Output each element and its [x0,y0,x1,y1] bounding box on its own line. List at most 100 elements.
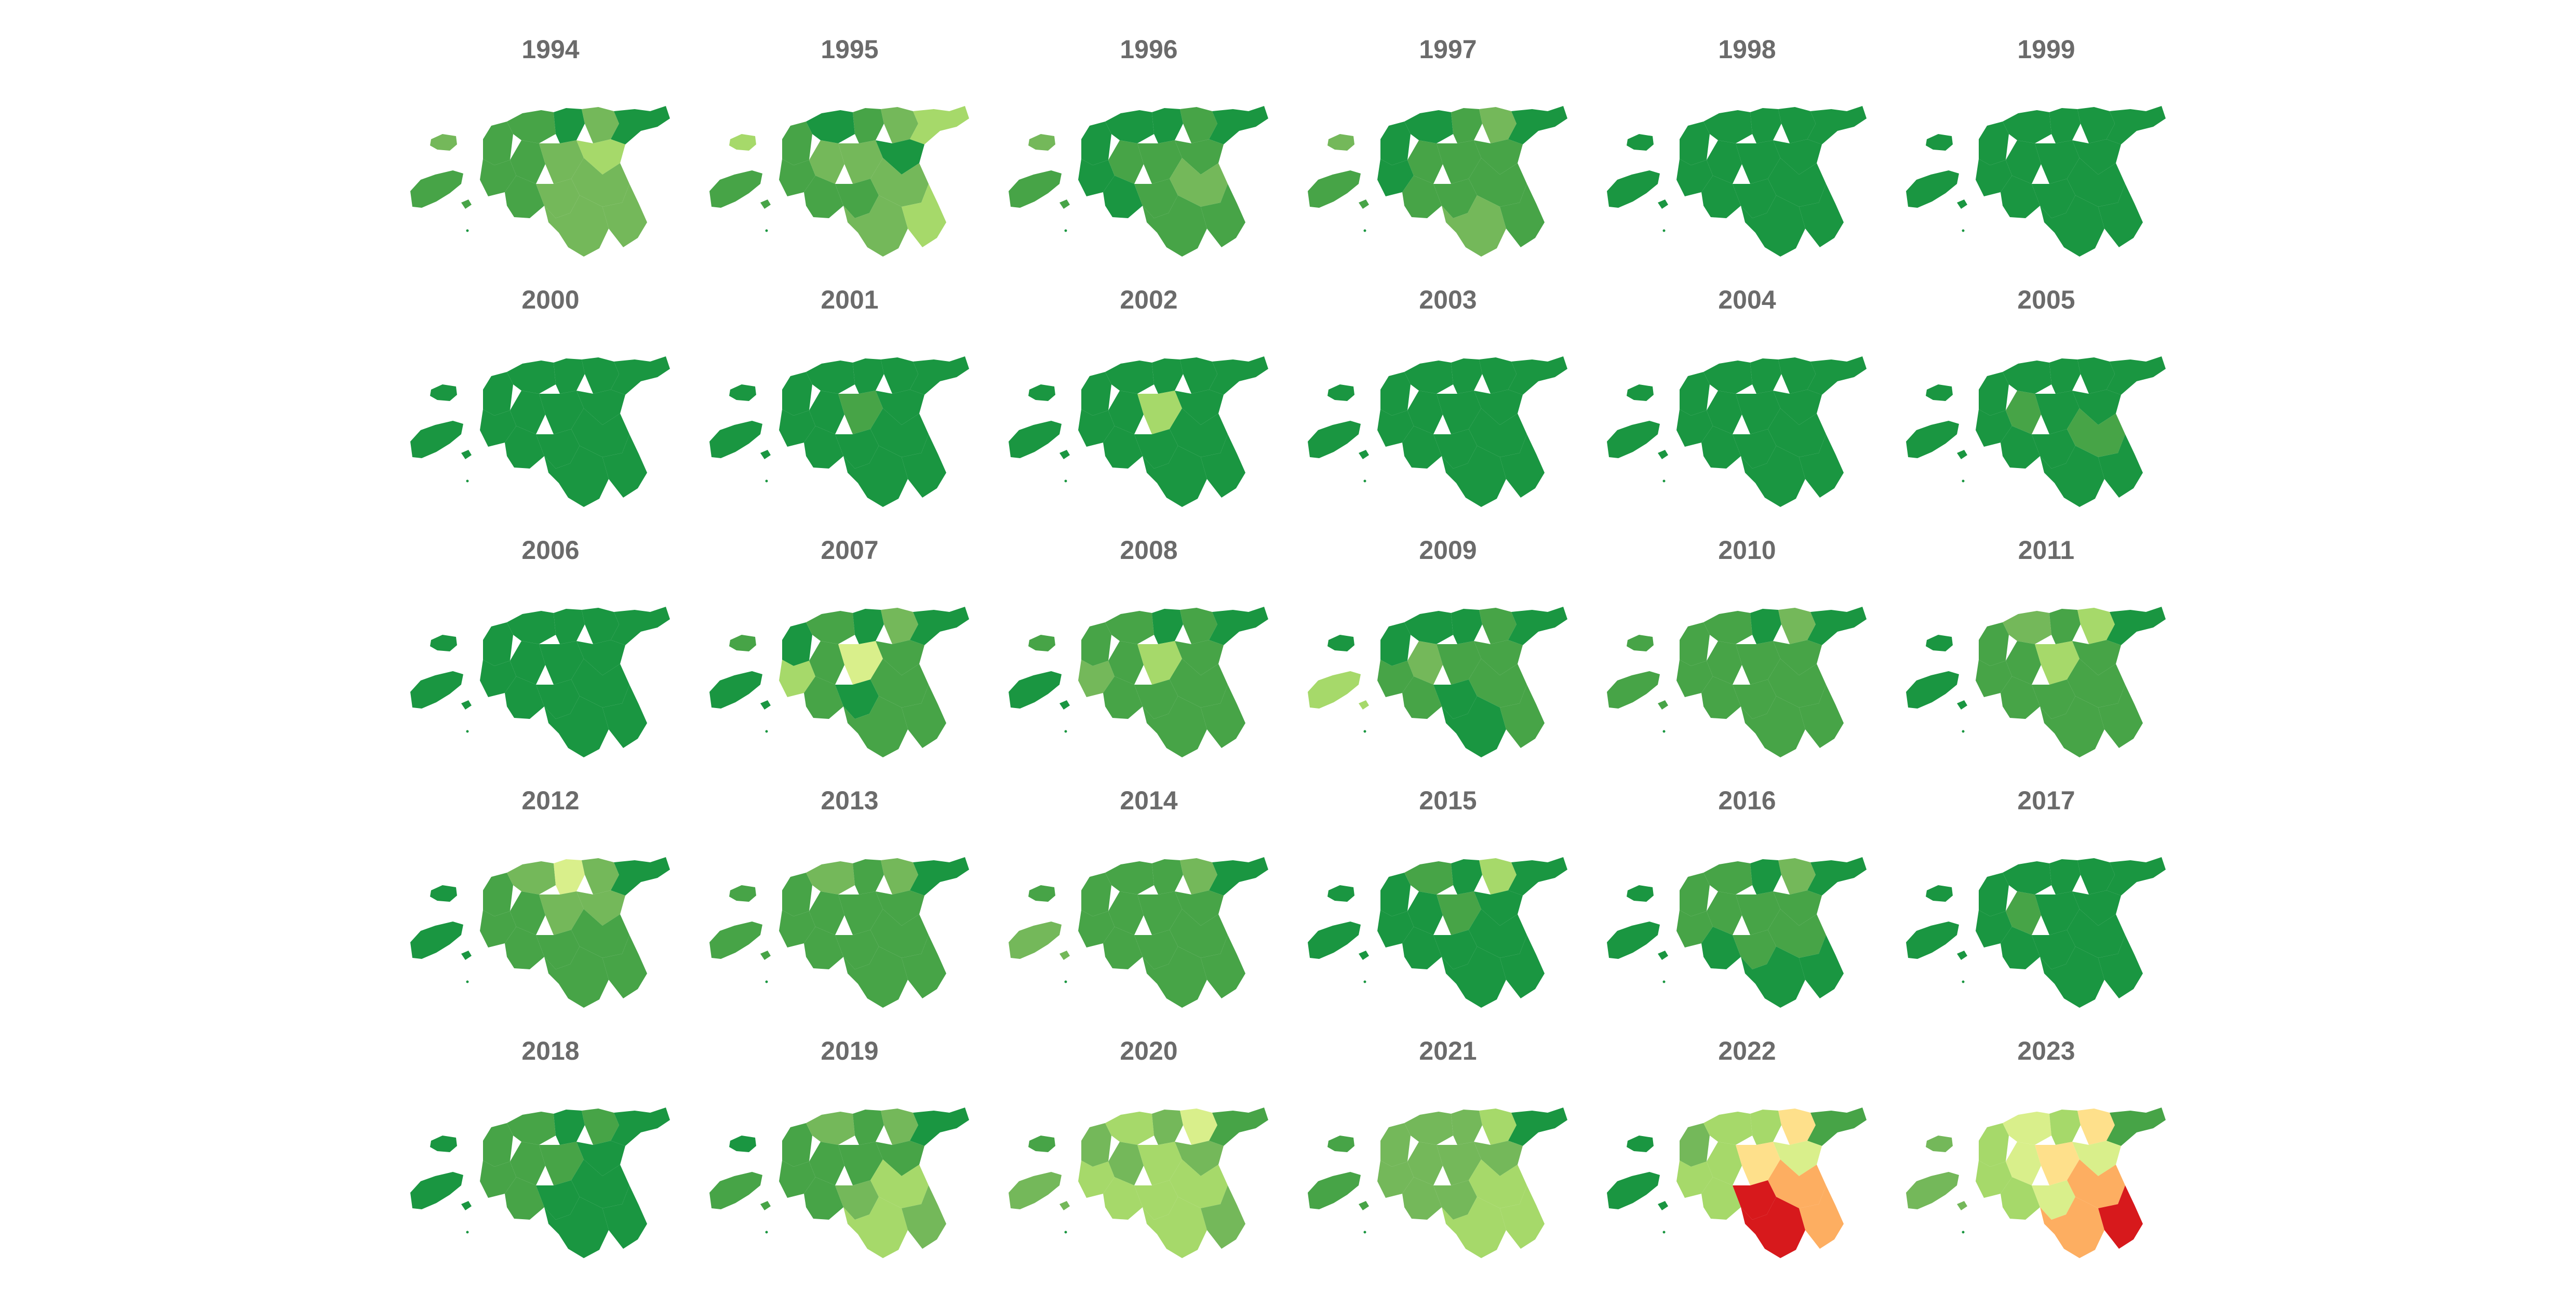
region-central-w [1707,641,1742,685]
region-central [1437,1142,1481,1185]
region-central-e [1773,890,1822,926]
panel-year-label: 2016 [1718,786,1776,815]
region-ne [1807,607,1867,645]
region-west [480,409,516,447]
region-west [1676,1160,1713,1198]
region-islands-large [1906,170,1967,209]
region-islands-small [1028,885,1055,902]
region-central-e [576,139,625,175]
region-far-se [1500,184,1545,247]
region-central-w [1108,140,1144,184]
region-nw [483,1123,513,1167]
region-central [1736,140,1780,184]
region-west [779,409,815,447]
region-ne [1209,607,1268,645]
map-panel-2000: 2000 [405,282,696,532]
region-se-north [870,1159,929,1208]
region-nw [1081,1123,1111,1167]
region-central [1437,891,1481,935]
region-sw [2001,676,2040,719]
region-se-north [1768,909,1826,958]
region-s-central [1733,179,1776,218]
panel-year-label: 2007 [821,536,879,565]
region-central [2035,1142,2079,1185]
choropleth-map [1906,1107,2166,1258]
region-se-north [870,659,929,708]
map-panel-2005: 2005 [1901,282,2192,532]
choropleth-map [1009,356,1268,507]
region-far-se [1799,434,1844,498]
region-islands-small [1028,635,1055,651]
region-central-w [1108,1142,1144,1185]
panel-year-label: 2009 [1419,536,1477,565]
region-s-central [1134,429,1178,469]
region-central-w [1707,140,1742,184]
region-se-south [2040,1197,2104,1258]
map-panel-1998: 1998 [1602,31,1893,282]
region-se-north [571,1159,629,1208]
map-panel-2013: 2013 [704,782,995,1033]
region-islands-small [729,384,756,401]
region-islands-small [1028,384,1055,401]
panel-year-label: 2015 [1419,786,1477,815]
region-islands-large [709,1172,771,1210]
region-north-e [881,608,918,644]
region-islands-small [729,134,756,151]
region-ne [910,106,969,144]
region-central-e [2072,640,2121,675]
region-north-c [853,108,884,143]
region-islands-small [1926,635,1953,651]
region-ne [1508,356,1567,395]
map-panel-2008: 2008 [1003,532,1294,782]
region-west [1377,409,1414,447]
region-s-central [1433,679,1477,719]
islet-dot [1662,1231,1666,1234]
region-s-central [1433,179,1477,218]
region-north-c [554,1110,585,1145]
region-sw [505,676,544,719]
region-north-e [1479,107,1517,143]
region-se-south [1442,195,1506,257]
region-central-w [510,641,545,685]
region-west [1976,660,2012,697]
choropleth-map [1607,607,1867,757]
region-s-central [2032,679,2075,719]
region-north-c [853,609,884,644]
region-west [1976,910,2012,947]
region-west [779,910,815,947]
region-islands-large [1009,421,1070,459]
region-s-central [2032,429,2075,469]
region-islands-large [1308,671,1369,710]
region-north-w [806,1112,855,1145]
region-se-north [1170,659,1228,708]
islet-dot [1064,1231,1067,1234]
choropleth-map [410,356,670,507]
region-se-north [2067,408,2125,457]
region-ne [1807,1107,1867,1146]
region-far-se [1201,184,1245,247]
region-central [838,140,883,184]
region-se-south [1442,1197,1506,1258]
region-central [2035,641,2079,685]
region-central [1736,1142,1780,1185]
region-central [1437,140,1481,184]
region-far-se [902,935,946,998]
panel-year-label: 2022 [1718,1036,1776,1065]
region-sw [804,676,843,719]
region-islands-large [1009,922,1070,960]
map-panel-2022: 2022 [1602,1033,1893,1283]
choropleth-map [1906,857,2166,1008]
choropleth-map [410,1107,670,1258]
region-west [1676,910,1713,947]
region-se-south [544,946,609,1008]
region-nw [1081,622,1111,666]
region-central [1736,391,1780,434]
region-central [1437,641,1481,685]
map-panel-2009: 2009 [1303,532,1593,782]
region-se-south [843,696,908,757]
region-se-south [2040,446,2104,507]
region-sw [1701,176,1741,218]
region-far-se [2098,935,2143,998]
region-central-e [2072,139,2121,175]
region-islands-large [709,671,771,710]
